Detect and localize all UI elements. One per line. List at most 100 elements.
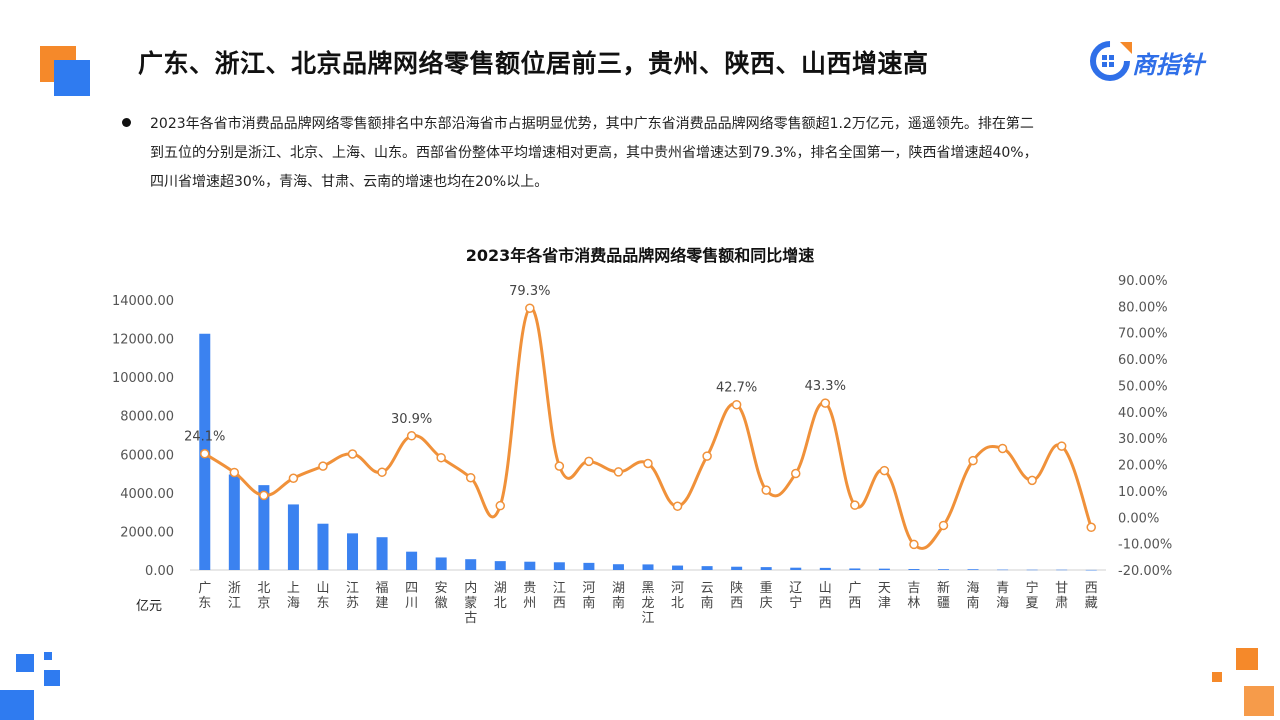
category-label: 河北 [671, 581, 684, 611]
bar [642, 564, 654, 570]
category-label: 北京 [257, 581, 270, 611]
category-label: 天津 [878, 581, 891, 611]
bar [228, 474, 240, 570]
category-label: 江西 [553, 581, 566, 611]
growth-point [1027, 475, 1037, 486]
growth-point [702, 451, 712, 461]
category-label: 青海 [996, 581, 1009, 611]
growth-point [997, 443, 1008, 454]
bar [317, 523, 329, 570]
category-label: 甘肃 [1055, 581, 1068, 611]
deco-square-blue-bl-1 [16, 654, 34, 672]
growth-point [879, 465, 890, 476]
left-tick-label: 8000.00 [120, 410, 174, 425]
bar [612, 564, 624, 570]
category-label: 福建 [376, 581, 389, 611]
right-tick-label: 80.00% [1118, 300, 1168, 315]
bar [731, 566, 743, 570]
left-tick-label: 10000.00 [112, 371, 174, 386]
bar [672, 565, 684, 570]
category-label: 山东 [316, 581, 329, 611]
category-label: 浙江 [228, 581, 241, 611]
line-series: 24.1% 30.9% 79.3% 42.7% 43.3% [184, 284, 1096, 550]
bar [553, 562, 565, 570]
left-tick-label: 2000.00 [120, 525, 174, 540]
growth-point [377, 467, 387, 477]
left-tick-label: 12000.00 [112, 333, 174, 348]
category-label: 湖南 [612, 581, 625, 611]
bar [819, 567, 831, 570]
bar [258, 485, 270, 570]
data-label: 43.3% [805, 379, 846, 394]
growth-point [968, 455, 978, 466]
growth-point [820, 398, 831, 408]
bar [583, 562, 595, 570]
right-axis: -20.00% -10.00% 0.00% 10.00% 20.00% 30.00% 40.… [1118, 274, 1172, 579]
bar [376, 537, 388, 570]
growth-point [1086, 522, 1096, 533]
growth-point [465, 472, 476, 483]
growth-point [672, 501, 683, 511]
deco-square-orange-br-1 [1236, 648, 1258, 670]
bullet-line-1: 2023年各省市消费品品牌网络零售额排名中东部沿海省市占据明显优势，其中广东省消… [150, 116, 1034, 132]
data-label: 42.7% [716, 381, 757, 396]
category-label: 广东 [198, 581, 211, 611]
category-label: 四川 [405, 581, 418, 611]
bar [701, 566, 713, 570]
category-label: 宁夏 [1026, 580, 1039, 611]
right-tick-label: 30.00% [1118, 432, 1168, 447]
bar [524, 561, 536, 570]
bar [1026, 569, 1038, 571]
category-label: 吉林 [907, 581, 920, 611]
category-label: 辽宁 [789, 581, 802, 611]
category-label: 云南 [701, 581, 714, 611]
bar [908, 569, 920, 570]
deco-square-orange-br-2 [1212, 672, 1222, 682]
bar [937, 569, 949, 570]
left-tick-label: 14000.00 [112, 294, 174, 309]
right-tick-label: 70.00% [1118, 327, 1168, 342]
bullet-line-3: 四川省增速超30%，青海、甘肃、云南的增速也均在20%以上。 [150, 174, 549, 190]
category-label: 河南 [582, 581, 595, 611]
category-label: 江苏 [346, 581, 359, 611]
growth-line [203, 306, 1093, 550]
category-label: 黑龙江 [641, 581, 654, 626]
right-tick-label: 50.00% [1118, 379, 1168, 394]
growth-point [406, 431, 417, 441]
growth-point [790, 468, 801, 479]
bar [967, 569, 979, 570]
growth-point [495, 500, 506, 511]
bar [406, 551, 418, 570]
logo-icon [1090, 41, 1132, 81]
category-label: 安徽 [435, 581, 448, 611]
growth-point [761, 485, 771, 495]
growth-point [259, 490, 269, 501]
right-tick-label: 20.00% [1118, 459, 1168, 474]
right-tick-label: 0.00% [1118, 511, 1159, 526]
bar [790, 567, 802, 570]
deco-square-blue-bl-2 [44, 652, 52, 660]
category-label: 新疆 [937, 580, 950, 611]
growth-point [613, 467, 624, 477]
logo-text: 商指针 [1132, 51, 1204, 79]
right-tick-label: -20.00% [1118, 564, 1172, 579]
data-label: 24.1% [184, 430, 225, 445]
growth-point [850, 500, 860, 510]
deco-square-blue-bl-4 [0, 690, 34, 720]
growth-point [318, 461, 328, 471]
bar [997, 569, 1009, 571]
growth-point [288, 473, 299, 484]
bar [1056, 569, 1068, 571]
left-tick-label: 0.00 [145, 564, 174, 579]
category-label: 山西 [819, 581, 832, 611]
left-tick-label: 4000.00 [120, 487, 174, 502]
category-label: 上海 [287, 581, 300, 611]
deco-square-blue-bl-3 [44, 670, 60, 686]
left-tick-label: 6000.00 [120, 448, 174, 463]
bullet-icon [122, 118, 131, 127]
bar [849, 568, 861, 570]
bar [435, 557, 447, 570]
left-axis: 0.00 2000.00 4000.00 6000.00 8000.00 10000.00… [112, 294, 174, 579]
